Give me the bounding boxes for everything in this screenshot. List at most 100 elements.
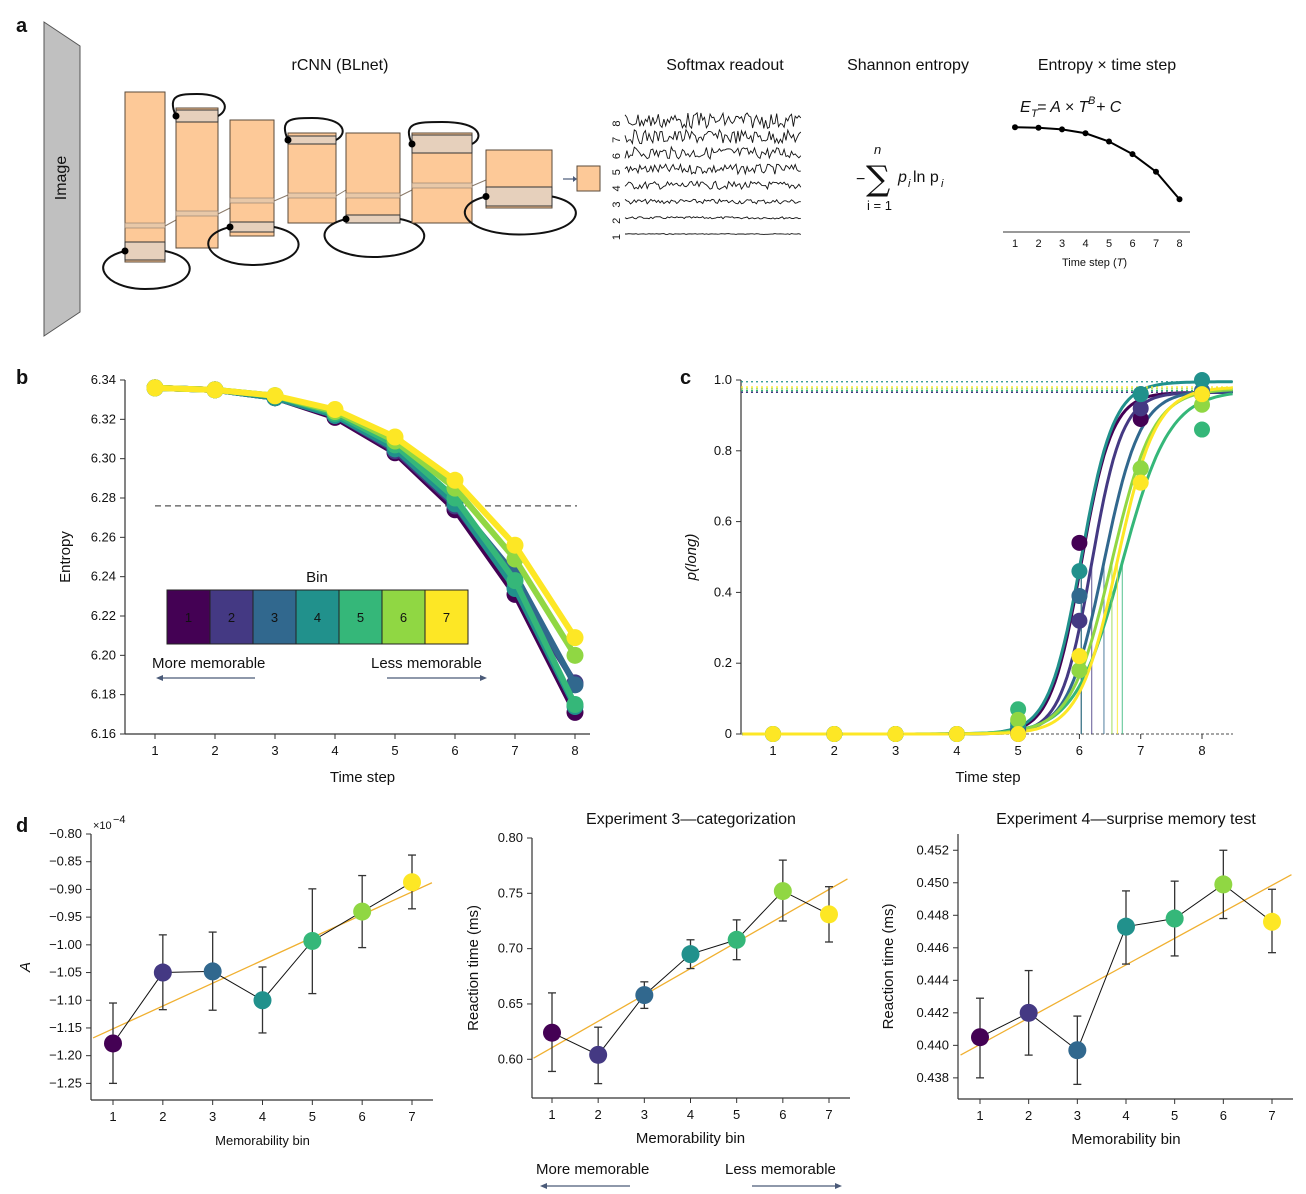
data-point-bin-7 xyxy=(326,401,344,418)
formula-ln: ln p xyxy=(913,169,939,186)
output-arrow-head xyxy=(573,176,577,182)
data-point-bin-7 xyxy=(1010,726,1027,742)
feedforward-link xyxy=(471,179,487,187)
x-tick-label: 1 xyxy=(109,1109,116,1124)
x-tick-label: 7 xyxy=(825,1107,832,1122)
mini-point xyxy=(1059,126,1065,133)
chart-title: Experiment 4—surprise memory test xyxy=(996,811,1256,828)
y-tick-label: −1.25 xyxy=(49,1075,82,1090)
fit-T-sub: T xyxy=(1031,108,1039,120)
sum-upper: n xyxy=(874,142,881,157)
y-tick-label: 0.446 xyxy=(916,940,949,955)
connecting-line xyxy=(551,890,830,1056)
x-tick-label: 8 xyxy=(1198,743,1205,758)
y-tick-label: 0.65 xyxy=(498,996,523,1011)
loop-dot xyxy=(342,215,350,223)
data-point-bin-7 xyxy=(820,905,838,924)
data-point-bin-4 xyxy=(1071,563,1088,580)
panel-d-exp4-chart: 0.438 0.440 0.442 0.444 0.446 0.448 0.450 0.452… xyxy=(880,811,1293,1148)
recurrent-loop xyxy=(323,218,426,259)
feedforward-link xyxy=(217,207,231,215)
mini-point xyxy=(1035,124,1042,131)
recurrent-band xyxy=(345,214,401,224)
x-tick-label: 4 xyxy=(687,1107,694,1122)
y-tick-label: 6.26 xyxy=(91,529,116,544)
fit-E: E xyxy=(1020,99,1031,116)
data-point-bin-5 xyxy=(566,696,584,713)
data-point-bin-5 xyxy=(506,572,524,590)
feedforward-link xyxy=(273,194,289,202)
feedforward-link xyxy=(399,189,413,197)
mini-xlabel: Time step (T) xyxy=(1062,257,1127,269)
more-memorable-label: More memorable xyxy=(536,1161,649,1178)
legend-label-bin-7: 7 xyxy=(443,610,450,625)
layer-block xyxy=(287,132,337,224)
x-axis-label: Memorability bin xyxy=(1071,1131,1180,1148)
recurrent-band xyxy=(287,135,337,145)
x-tick-label: 3 xyxy=(1074,1108,1081,1123)
softmax-traces: 1 2 3 4 5 6 7 8 xyxy=(611,111,802,240)
mini-x-tick: 7 xyxy=(1153,238,1159,250)
loop-dot xyxy=(121,247,129,255)
mini-x-tick: 8 xyxy=(1176,238,1182,250)
data-point-bin-1 xyxy=(1071,534,1088,551)
y-tick-label: −0.85 xyxy=(49,854,82,869)
fit-formula: E T = A × T B + C xyxy=(1020,95,1122,120)
y-tick-label: 0.6 xyxy=(714,514,732,529)
data-point-bin-7 xyxy=(566,629,584,647)
data-point-bin-2 xyxy=(1071,612,1088,629)
data-point-bin-6 xyxy=(353,902,372,921)
sigmoid-fit-bin-7 xyxy=(742,386,1233,736)
x-tick-label: 1 xyxy=(548,1107,555,1122)
sigmoid-fit-bin-3 xyxy=(742,389,1233,736)
y-tick-label: 0.60 xyxy=(498,1051,523,1066)
panel-letter-b: b xyxy=(16,367,28,389)
data-point-bin-2 xyxy=(589,1045,608,1064)
recurrent-band xyxy=(229,221,275,233)
data-point-bin-4 xyxy=(681,945,700,964)
y-axis-label: A xyxy=(17,962,34,973)
mini-x-tick: 5 xyxy=(1106,238,1112,250)
recurrent-loop xyxy=(283,116,344,141)
chart-title: Experiment 3—categorization xyxy=(586,811,796,828)
recurrent-loop xyxy=(407,120,480,145)
legend-title: Bin xyxy=(306,569,328,586)
feedforward-band xyxy=(345,192,401,199)
image-plane xyxy=(43,21,81,337)
rcnn-title: rCNN (BLnet) xyxy=(292,57,389,74)
fit-rest: + C xyxy=(1096,99,1122,116)
x-tick-label: 6 xyxy=(1076,743,1083,758)
data-point-bin-7 xyxy=(1263,912,1281,931)
y-tick-label: −1.10 xyxy=(49,992,82,1007)
y-tick-label: 0.8 xyxy=(714,443,732,458)
formula-sub-i2: i xyxy=(941,178,944,190)
data-point-bin-5 xyxy=(1194,421,1210,438)
regression-line xyxy=(92,882,433,1039)
feedforward-link xyxy=(164,219,177,227)
mini-point xyxy=(1106,138,1112,145)
recurrent-loop xyxy=(207,226,300,267)
softmax-trace xyxy=(624,180,802,191)
data-point-bin-1 xyxy=(543,1023,561,1042)
mini-x-tick: 2 xyxy=(1035,238,1041,250)
softmax-row-label: 8 xyxy=(611,121,623,127)
sum-symbol: ∑ xyxy=(866,159,890,199)
x-tick-label: 5 xyxy=(1171,1108,1178,1123)
data-point-bin-6 xyxy=(566,646,584,664)
sigmoid-fit-bin-5 xyxy=(742,392,1233,736)
y-tick-label: −0.90 xyxy=(49,881,82,896)
data-point-bin-7 xyxy=(146,379,164,397)
y-tick-label: 0.4 xyxy=(714,584,732,599)
x-tick-label: 6 xyxy=(779,1107,786,1122)
softmax-title: Softmax readout xyxy=(666,57,784,74)
x-tick-label: 5 xyxy=(1015,743,1022,758)
mini-point xyxy=(1129,151,1136,158)
data-point-bin-7 xyxy=(1132,474,1149,491)
x-tick-label: 4 xyxy=(331,743,338,758)
data-point-bin-3 xyxy=(635,986,654,1005)
y-tick-label: 0.80 xyxy=(498,830,523,845)
data-point-bin-2 xyxy=(1132,400,1149,417)
y-tick-label: 6.34 xyxy=(91,372,116,387)
panel-b-entropy-chart: 6.16 6.18 6.20 6.22 6.24 6.26 6.28 6.30 6.32 6.34… xyxy=(57,372,590,786)
